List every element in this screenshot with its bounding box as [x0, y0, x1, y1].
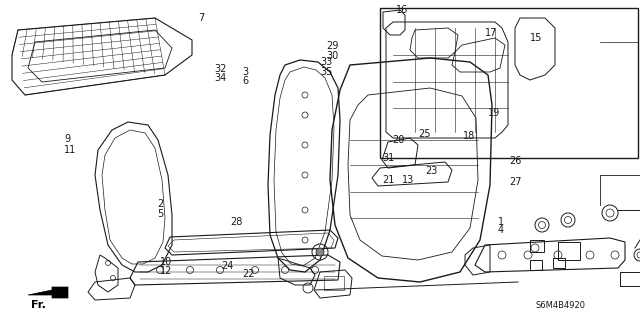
Text: S6M4B4920: S6M4B4920 — [535, 300, 585, 309]
Text: 24: 24 — [221, 261, 233, 271]
Bar — [558, 242, 580, 260]
Text: 27: 27 — [509, 177, 522, 187]
Bar — [324, 276, 344, 290]
Text: 30: 30 — [326, 51, 339, 61]
Text: 19: 19 — [488, 108, 500, 118]
Text: 23: 23 — [426, 166, 438, 176]
Bar — [530, 240, 544, 252]
Text: 31: 31 — [382, 153, 394, 163]
Text: 22: 22 — [242, 269, 255, 279]
Bar — [530, 260, 542, 270]
Bar — [620, 272, 640, 286]
Text: 16: 16 — [396, 4, 408, 15]
Text: 21: 21 — [382, 175, 394, 185]
Text: 1: 1 — [498, 217, 504, 227]
Bar — [380, 8, 638, 158]
Text: Fr.: Fr. — [31, 300, 45, 310]
Text: 12: 12 — [160, 266, 172, 276]
Text: 3: 3 — [242, 67, 248, 77]
Text: 20: 20 — [392, 135, 404, 145]
Text: 28: 28 — [230, 217, 243, 227]
Text: 17: 17 — [485, 28, 497, 39]
Circle shape — [316, 248, 324, 256]
Text: 35: 35 — [320, 67, 332, 77]
Text: 26: 26 — [509, 156, 521, 166]
Text: 25: 25 — [418, 129, 431, 139]
Text: 13: 13 — [402, 175, 414, 185]
Text: 6: 6 — [242, 76, 248, 86]
Text: 32: 32 — [214, 63, 227, 74]
Text: 15: 15 — [530, 33, 542, 43]
Polygon shape — [28, 287, 68, 298]
Text: 33: 33 — [320, 57, 332, 67]
Text: 29: 29 — [326, 41, 339, 51]
Text: 7: 7 — [198, 12, 205, 23]
Text: 4: 4 — [498, 225, 504, 235]
Text: 34: 34 — [214, 73, 227, 83]
Text: 10: 10 — [160, 256, 172, 267]
Text: 11: 11 — [64, 145, 76, 155]
Text: 5: 5 — [157, 209, 163, 219]
Bar — [553, 258, 565, 268]
Text: 18: 18 — [463, 130, 475, 141]
Text: 2: 2 — [157, 199, 163, 209]
Text: 9: 9 — [64, 134, 70, 144]
